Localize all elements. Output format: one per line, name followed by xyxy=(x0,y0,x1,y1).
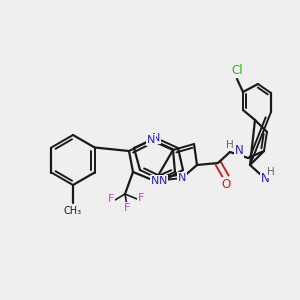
Text: N: N xyxy=(178,173,186,183)
Text: N: N xyxy=(159,176,167,186)
Text: N: N xyxy=(261,172,269,185)
Text: F: F xyxy=(108,194,114,204)
Text: N: N xyxy=(235,145,243,158)
Text: H: H xyxy=(226,140,234,150)
Text: CH₃: CH₃ xyxy=(64,206,82,216)
Text: Cl: Cl xyxy=(231,64,243,77)
Text: H: H xyxy=(267,167,275,177)
Text: F: F xyxy=(124,203,130,213)
Text: N: N xyxy=(151,176,159,186)
Text: N: N xyxy=(147,135,155,145)
Text: O: O xyxy=(221,178,231,190)
Text: F: F xyxy=(138,193,144,203)
Text: N: N xyxy=(152,133,160,143)
